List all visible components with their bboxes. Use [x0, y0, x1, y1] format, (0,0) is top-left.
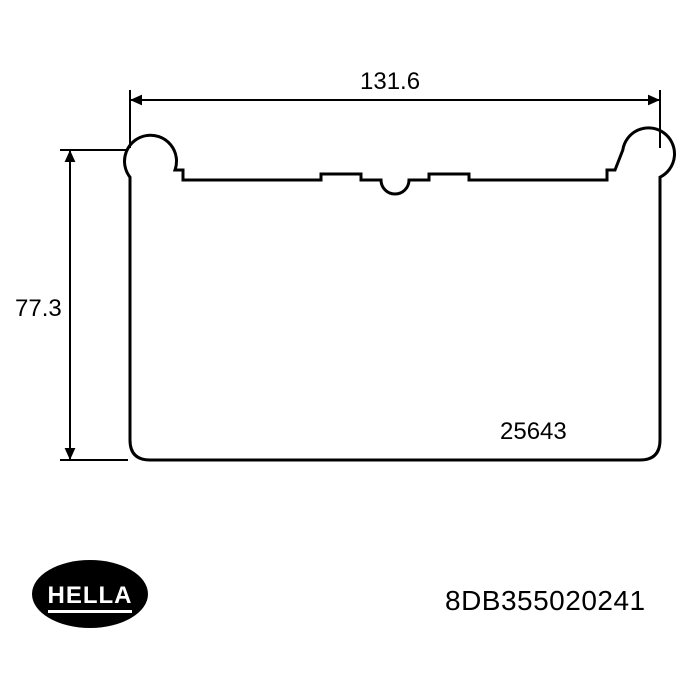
width-dimension: [130, 90, 660, 148]
width-dimension-label: 131.6: [360, 68, 420, 96]
product-code: 8DB355020241: [445, 585, 646, 617]
part-number-label: 25643: [500, 418, 567, 446]
hella-logo-text: HELLA: [48, 582, 133, 609]
hella-logo: HELLA: [30, 558, 150, 630]
brake-pad-outline: [125, 128, 675, 460]
height-dimension-label: 77.3: [15, 295, 62, 323]
height-dimension: [60, 150, 128, 460]
